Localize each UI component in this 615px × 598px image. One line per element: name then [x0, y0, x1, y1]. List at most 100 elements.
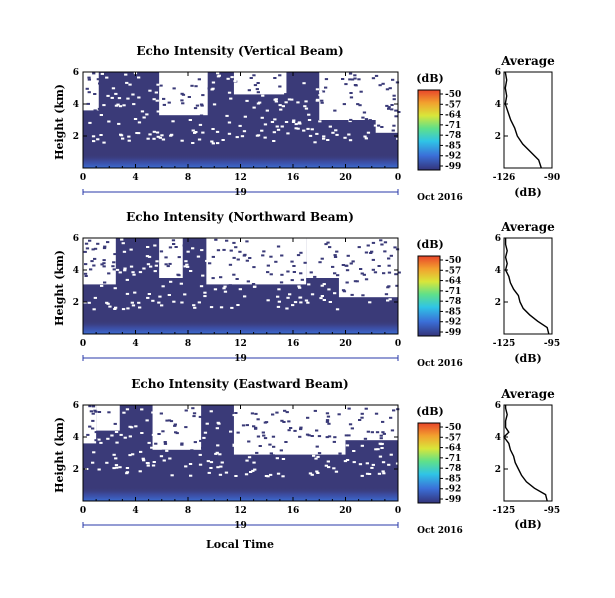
echo-speckle [271, 454, 275, 457]
profile-y-tick-label: 4 [495, 100, 501, 110]
echo-speckle [336, 274, 340, 277]
echo-speckle [370, 431, 374, 434]
echo-speckle [292, 265, 296, 267]
echo-speckle [146, 296, 150, 299]
echo-speckle [216, 142, 220, 145]
echo-speckle [214, 238, 218, 241]
echo-speckle [114, 431, 119, 433]
echo-speckle [386, 299, 390, 302]
echo-speckle [389, 453, 393, 456]
echo-speckle [344, 264, 348, 267]
echo-speckle [131, 453, 135, 456]
echo-speckle [190, 84, 194, 87]
echo-speckle [126, 97, 130, 100]
echo-speckle [84, 242, 89, 245]
profile-line [503, 405, 548, 502]
y-axis-label: Height (km) [53, 84, 66, 160]
profile-y-tick-label: 2 [495, 132, 501, 142]
panel-eastward: Echo Intensity (Eastward Beam) Height (k… [53, 377, 560, 551]
echo-speckle [122, 250, 127, 253]
echo-speckle [272, 140, 276, 142]
echo-speckle [381, 431, 385, 434]
echo-speckle [352, 450, 356, 452]
echo-speckle [254, 426, 258, 429]
echo-speckle [261, 431, 265, 434]
x-tick-label: 4 [132, 506, 138, 516]
echo-speckle [320, 257, 324, 260]
echo-speckle [334, 470, 339, 473]
echo-speckle [213, 288, 218, 291]
echo-speckle [252, 74, 256, 77]
echo-speckle [158, 295, 162, 298]
echo-speckle [341, 78, 345, 80]
echo-speckle [102, 259, 106, 262]
echo-speckle [114, 306, 118, 309]
echo-speckle [91, 419, 95, 422]
echo-speckle [102, 262, 106, 265]
heatmap-plot: 0 4 8 12 16 20 0 2 4 6 19 [73, 68, 401, 198]
echo-speckle [308, 472, 313, 475]
echo-speckle [212, 103, 217, 106]
profile-xlabel: (dB) [514, 518, 541, 531]
profile-frame [503, 404, 553, 502]
echo-speckle [277, 288, 281, 291]
echo-speckle [341, 289, 346, 292]
echo-speckle [297, 285, 301, 288]
echo-speckle [247, 89, 251, 92]
echo-speckle [125, 292, 130, 295]
echo-speckle [129, 248, 133, 251]
echo-speckle [241, 424, 246, 427]
echo-speckle [274, 100, 278, 103]
echo-speckle [132, 103, 136, 106]
profile-y-tick-label: 6 [495, 68, 501, 78]
echo-speckle [381, 420, 385, 423]
echo-speckle [139, 450, 143, 453]
echo-speckle [145, 419, 149, 422]
echo-speckle [216, 249, 221, 252]
colorbar-label: (dB) [416, 238, 443, 251]
echo-speckle [378, 455, 383, 458]
echo-speckle [287, 420, 291, 423]
echo-speckle [360, 474, 364, 477]
echo-speckle [324, 86, 328, 89]
echo-speckle [215, 130, 220, 133]
clear-region [375, 118, 398, 133]
echo-speckle [359, 268, 363, 270]
echo-speckle [321, 90, 326, 93]
echo-speckle [180, 442, 184, 445]
echo-speckle [116, 103, 120, 106]
echo-speckle [155, 99, 159, 102]
echo-speckle [298, 296, 302, 299]
colorbar-ramp [417, 422, 441, 504]
echo-speckle [261, 254, 265, 257]
echo-speckle [315, 99, 319, 102]
echo-speckle [326, 139, 330, 141]
echo-speckle [325, 420, 330, 423]
echo-speckle [201, 94, 205, 97]
echo-speckle [148, 89, 152, 92]
echo-speckle [103, 281, 107, 284]
echo-speckle [364, 118, 369, 121]
echo-speckle [130, 301, 134, 304]
echo-speckle [88, 405, 92, 408]
echo-speckle [124, 73, 128, 76]
echo-speckle [121, 242, 125, 245]
echo-speckle [245, 459, 249, 462]
echo-speckle [181, 102, 185, 105]
colorbar-tick-label: -50 [445, 423, 461, 433]
echo-speckle [112, 261, 116, 264]
echo-speckle [93, 409, 97, 412]
echo-speckle [238, 250, 242, 253]
echo-speckle [307, 283, 311, 286]
echo-speckle [113, 422, 117, 425]
echo-speckle [316, 472, 320, 474]
echo-speckle [333, 256, 338, 258]
echo-speckle [180, 92, 184, 95]
echo-speckle [226, 77, 230, 80]
echo-speckle [110, 96, 114, 99]
echo-speckle [358, 463, 363, 466]
echo-speckle [227, 121, 232, 124]
echo-speckle [313, 141, 317, 144]
echo-speckle [87, 76, 91, 79]
echo-speckle [328, 246, 332, 249]
